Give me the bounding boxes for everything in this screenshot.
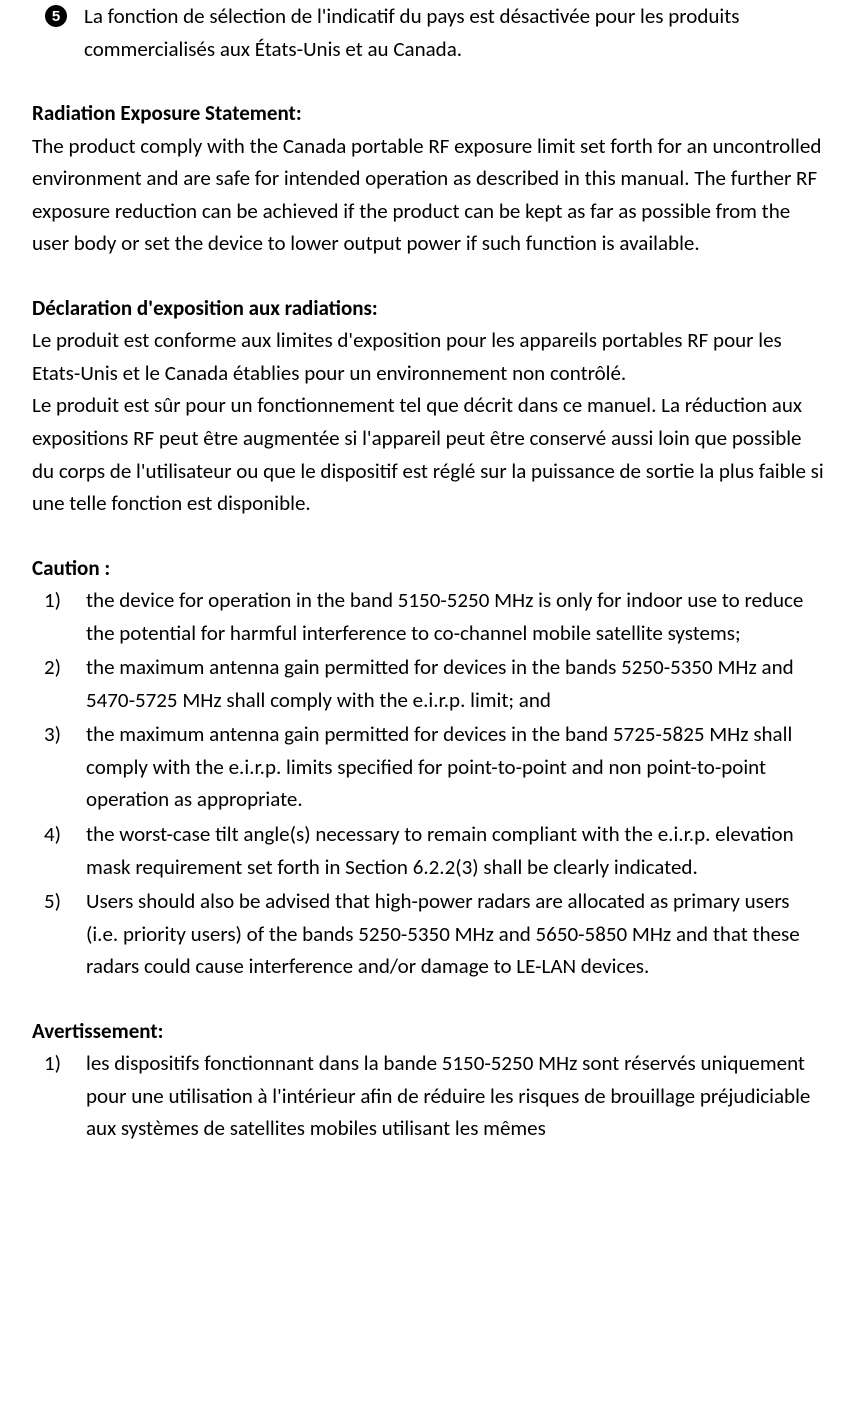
list-item: 1) les dispositifs fonctionnant dans la … [44, 1047, 826, 1145]
list-text: the maximum antenna gain permitted for d… [86, 651, 826, 716]
list-number: 2) [44, 651, 86, 684]
bullet-text: La fonction de sélection de l'indicatif … [84, 0, 826, 65]
list-text: les dispositifs fonctionnant dans la ban… [86, 1047, 826, 1145]
document-page: 5 La fonction de sélection de l'indicati… [0, 0, 858, 1145]
caution-list: 1) the device for operation in the band … [32, 584, 826, 983]
paragraph-radiation-fr-1: Le produit est conforme aux limites d'ex… [32, 324, 826, 389]
list-item: 5) Users should also be advised that hig… [44, 885, 826, 983]
circled-five-icon: 5 [44, 4, 68, 28]
paragraph-radiation-fr-2: Le produit est sûr pour un fonctionnemen… [32, 389, 826, 519]
list-item: 2) the maximum antenna gain permitted fo… [44, 651, 826, 716]
heading-avertissement: Avertissement: [32, 1015, 826, 1048]
list-text: Users should also be advised that high-p… [86, 885, 826, 983]
heading-caution: Caution : [32, 552, 826, 585]
list-number: 3) [44, 718, 86, 751]
list-text: the maximum antenna gain permitted for d… [86, 718, 826, 816]
list-item: 3) the maximum antenna gain permitted fo… [44, 718, 826, 816]
list-text: the worst-case tilt angle(s) necessary t… [86, 818, 826, 883]
list-number: 5) [44, 885, 86, 918]
svg-text:5: 5 [52, 8, 60, 25]
list-number: 1) [44, 1047, 86, 1080]
avertissement-list: 1) les dispositifs fonctionnant dans la … [32, 1047, 826, 1145]
list-item: 1) the device for operation in the band … [44, 584, 826, 649]
list-number: 4) [44, 818, 86, 851]
heading-radiation-en: Radiation Exposure Statement: [32, 97, 826, 130]
list-text: the device for operation in the band 515… [86, 584, 826, 649]
list-item: 4) the worst-case tilt angle(s) necessar… [44, 818, 826, 883]
heading-radiation-fr: Déclaration d'exposition aux radiations: [32, 292, 826, 325]
paragraph-radiation-en: The product comply with the Canada porta… [32, 130, 826, 260]
bullet-item-5: 5 La fonction de sélection de l'indicati… [32, 0, 826, 65]
list-number: 1) [44, 584, 86, 617]
